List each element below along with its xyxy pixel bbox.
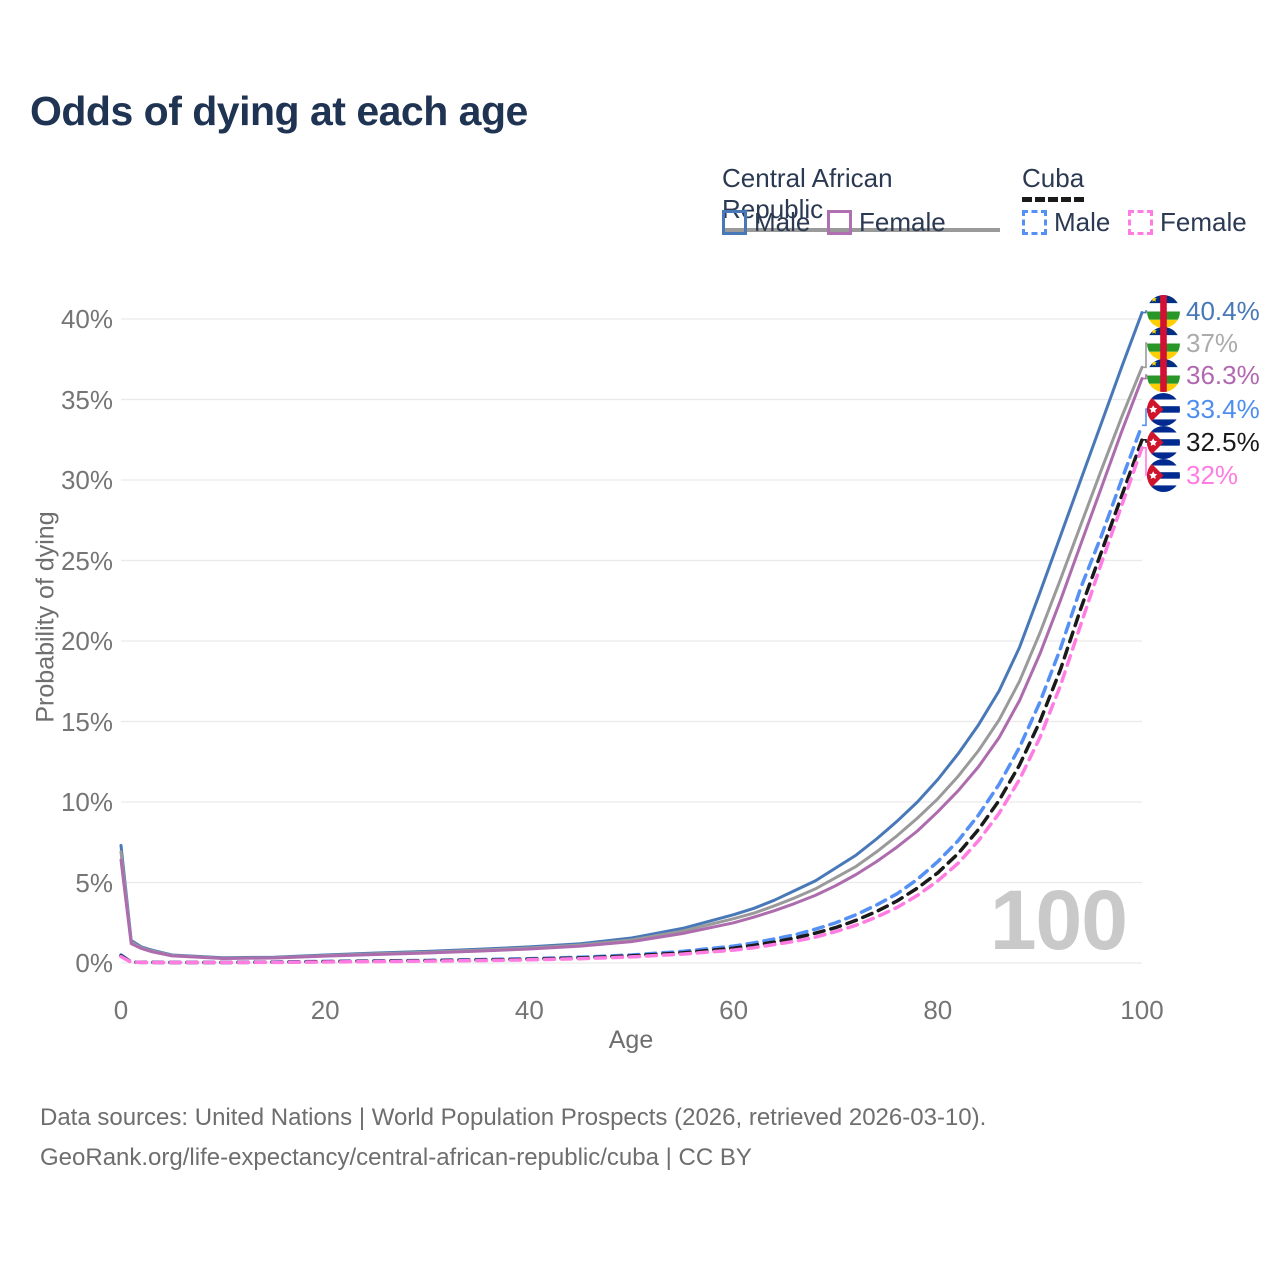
- legend-group-central-african-republic: Central African Republic Male Female: [722, 163, 1000, 237]
- car-flag-icon: [1147, 358, 1180, 392]
- x-tick-label: 0: [113, 995, 129, 1025]
- female-solid-swatch-icon: [827, 210, 852, 235]
- end-label-car-male: 40.4%: [1147, 293, 1260, 329]
- x-tick-label: 40: [514, 995, 544, 1025]
- male-dashed-swatch-icon: [1022, 210, 1047, 235]
- end-label-car-female: 36.3%: [1147, 357, 1260, 393]
- series-line-car-male[interactable]: [119, 311, 1144, 960]
- y-tick-label: 30%: [60, 465, 113, 495]
- y-tick-label: 25%: [60, 545, 113, 576]
- male-solid-swatch-icon: [722, 210, 747, 235]
- legend-item-car-female[interactable]: Female: [827, 207, 946, 238]
- car-flag-icon: [1147, 294, 1180, 328]
- end-label-car-both: 37%: [1147, 325, 1238, 361]
- end-label-value: 33.4%: [1186, 393, 1260, 424]
- legend-item-label: Female: [859, 207, 946, 237]
- end-label-value: 32%: [1186, 459, 1239, 490]
- x-tick-label: 60: [719, 995, 749, 1025]
- legend-group-cuba: Cuba Male Female: [1022, 163, 1247, 237]
- legend-item-label: Male: [1054, 207, 1111, 237]
- legend-item-label: Female: [1160, 207, 1247, 237]
- y-tick-label: 35%: [60, 384, 113, 415]
- female-dashed-swatch-icon: [1128, 210, 1153, 235]
- legend-item-cuba-female[interactable]: Female: [1128, 207, 1247, 238]
- legend-group-title[interactable]: Cuba: [1022, 163, 1085, 202]
- legend-item-cuba-male[interactable]: Male: [1022, 207, 1110, 238]
- end-label-value: 32.5%: [1186, 426, 1260, 457]
- legend-item-label: Male: [754, 207, 811, 237]
- y-tick-label: 40%: [60, 304, 113, 334]
- x-axis-title: Age: [608, 1026, 654, 1054]
- end-label-cuba-female: 32%: [1147, 457, 1238, 493]
- car-flag-icon: [1147, 326, 1180, 360]
- end-label-value: 37%: [1186, 327, 1239, 358]
- x-tick-label: 100: [1120, 995, 1164, 1025]
- cuba-flag-icon: [1147, 392, 1180, 426]
- y-tick-label: 10%: [60, 787, 113, 817]
- series-line-cuba-female[interactable]: [119, 446, 1144, 965]
- end-label-value: 40.4%: [1186, 295, 1260, 326]
- legend-group-title[interactable]: Central African Republic: [722, 163, 1000, 232]
- series-line-car-female[interactable]: [119, 377, 1144, 960]
- y-tick-label: 0%: [75, 948, 113, 978]
- end-label-cuba-both: 32.5%: [1147, 424, 1260, 460]
- series-line-car-both[interactable]: [119, 365, 1144, 960]
- y-tick-label: 15%: [60, 706, 113, 737]
- end-label-value: 36.3%: [1186, 359, 1260, 390]
- chart-title: Odds of dying at each age: [30, 88, 528, 134]
- y-axis-title: Probability of dying: [31, 511, 60, 723]
- end-label-cuba-male: 33.4%: [1147, 391, 1260, 427]
- legend-item-car-male[interactable]: Male: [722, 207, 810, 238]
- x-tick-label: 20: [310, 995, 340, 1025]
- cuba-flag-icon: [1147, 425, 1180, 459]
- y-tick-label: 5%: [75, 867, 113, 898]
- hover-age-watermark: 100: [989, 873, 1128, 967]
- x-tick-label: 80: [923, 995, 953, 1025]
- y-tick-label: 20%: [60, 626, 113, 656]
- cuba-flag-icon: [1147, 458, 1180, 492]
- attribution-line: GeoRank.org/life-expectancy/central-afri…: [40, 1144, 752, 1171]
- legend: Central African Republic Male Female Cuba Ma…: [722, 163, 1262, 238]
- data-source-line: Data sources: United Nations | World Pop…: [40, 1104, 987, 1131]
